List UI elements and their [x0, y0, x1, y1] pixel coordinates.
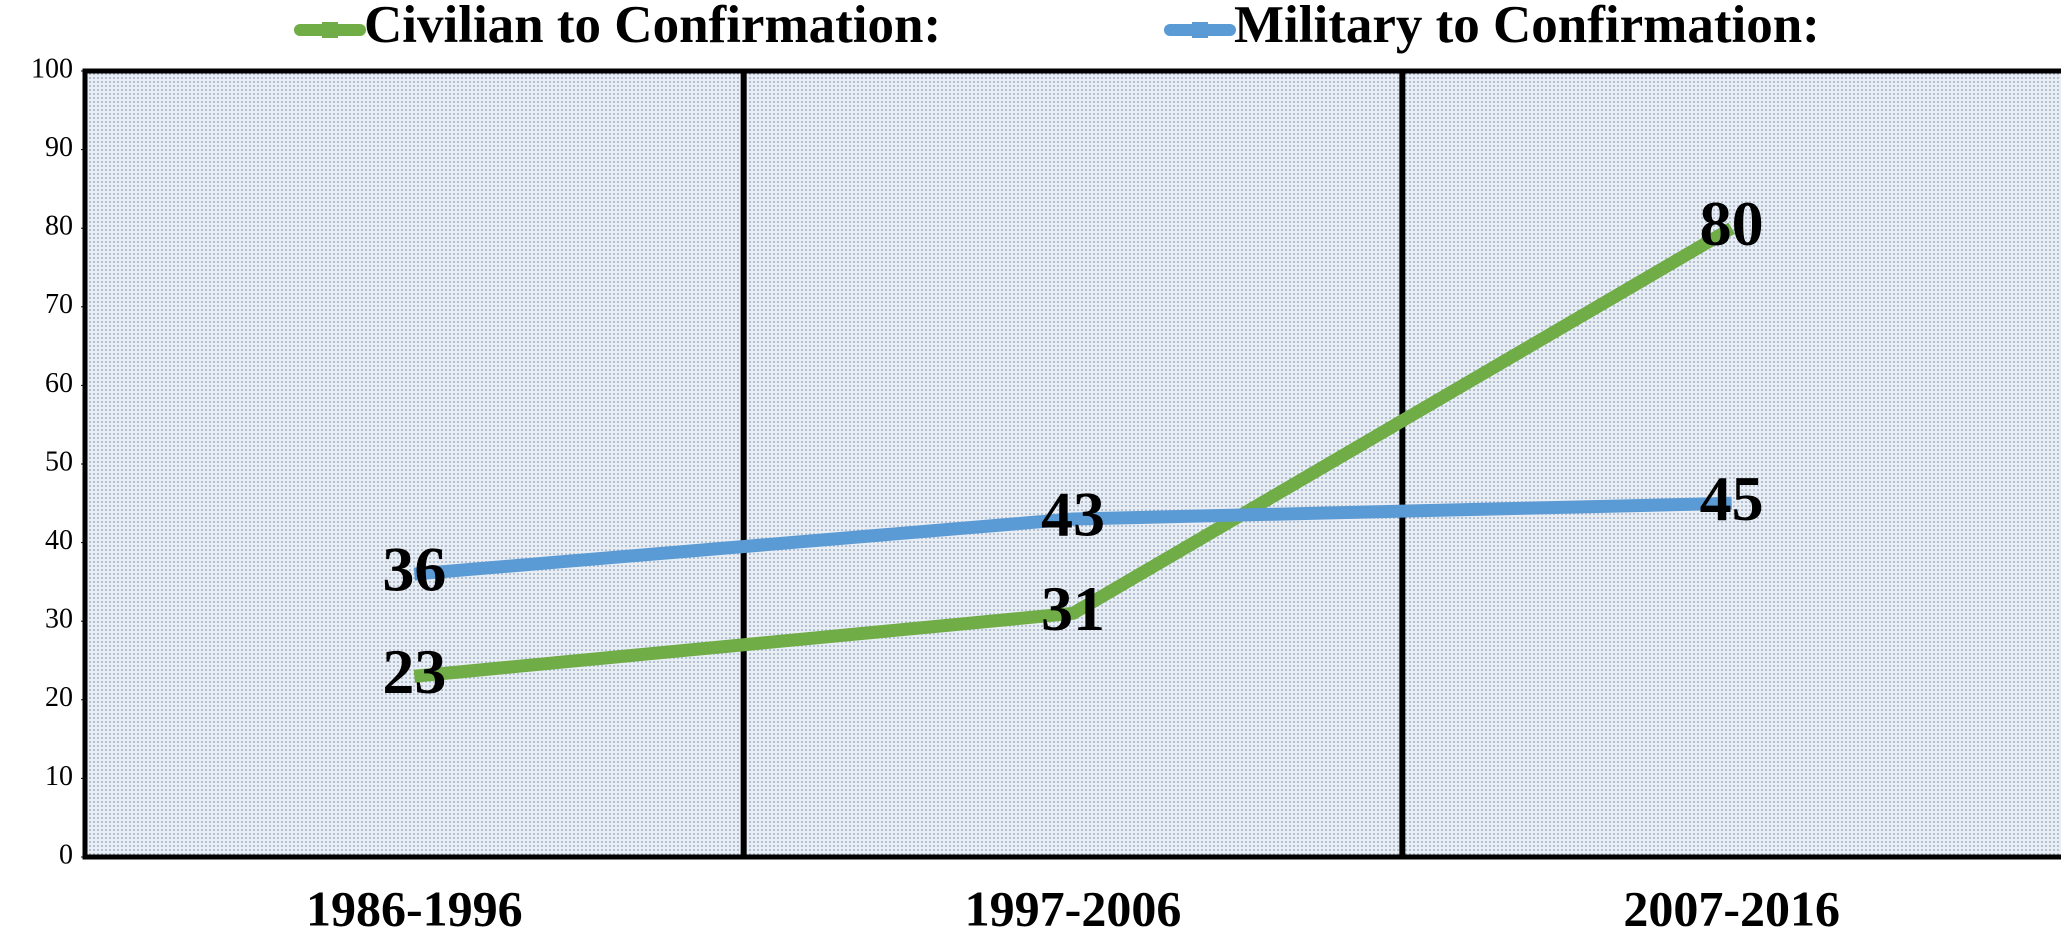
data-label: 31 — [1041, 573, 1105, 644]
x-tick-label: 2007-2016 — [1623, 880, 1840, 936]
data-label: 43 — [1041, 479, 1105, 550]
y-tick-label: 70 — [45, 289, 73, 320]
series-line — [413, 496, 1732, 581]
y-tick-label: 80 — [45, 211, 73, 242]
y-tick-label: 50 — [45, 446, 73, 477]
data-label: 23 — [382, 636, 446, 707]
x-tick-label: 1997-2006 — [965, 880, 1182, 936]
y-tick-label: 60 — [45, 368, 73, 399]
data-label: 45 — [1700, 463, 1764, 534]
y-tick-label: 40 — [45, 525, 73, 556]
legend-label: Military to Confirmation: — [1234, 0, 1820, 54]
data-label: 36 — [382, 534, 446, 605]
x-tick-label: 1986-1996 — [306, 880, 523, 936]
y-tick-label: 0 — [59, 839, 73, 870]
data-label: 80 — [1700, 188, 1764, 259]
y-tick-label: 10 — [45, 761, 73, 792]
plot-area — [85, 71, 2061, 857]
y-tick-label: 100 — [31, 53, 73, 84]
series-line — [413, 222, 1735, 683]
legend-marker — [1192, 22, 1208, 38]
y-tick-label: 20 — [45, 682, 73, 713]
legend-marker — [322, 22, 338, 38]
y-tick-label: 90 — [45, 132, 73, 163]
y-tick-label: 30 — [45, 604, 73, 635]
legend-label: Civilian to Confirmation: — [364, 0, 941, 54]
